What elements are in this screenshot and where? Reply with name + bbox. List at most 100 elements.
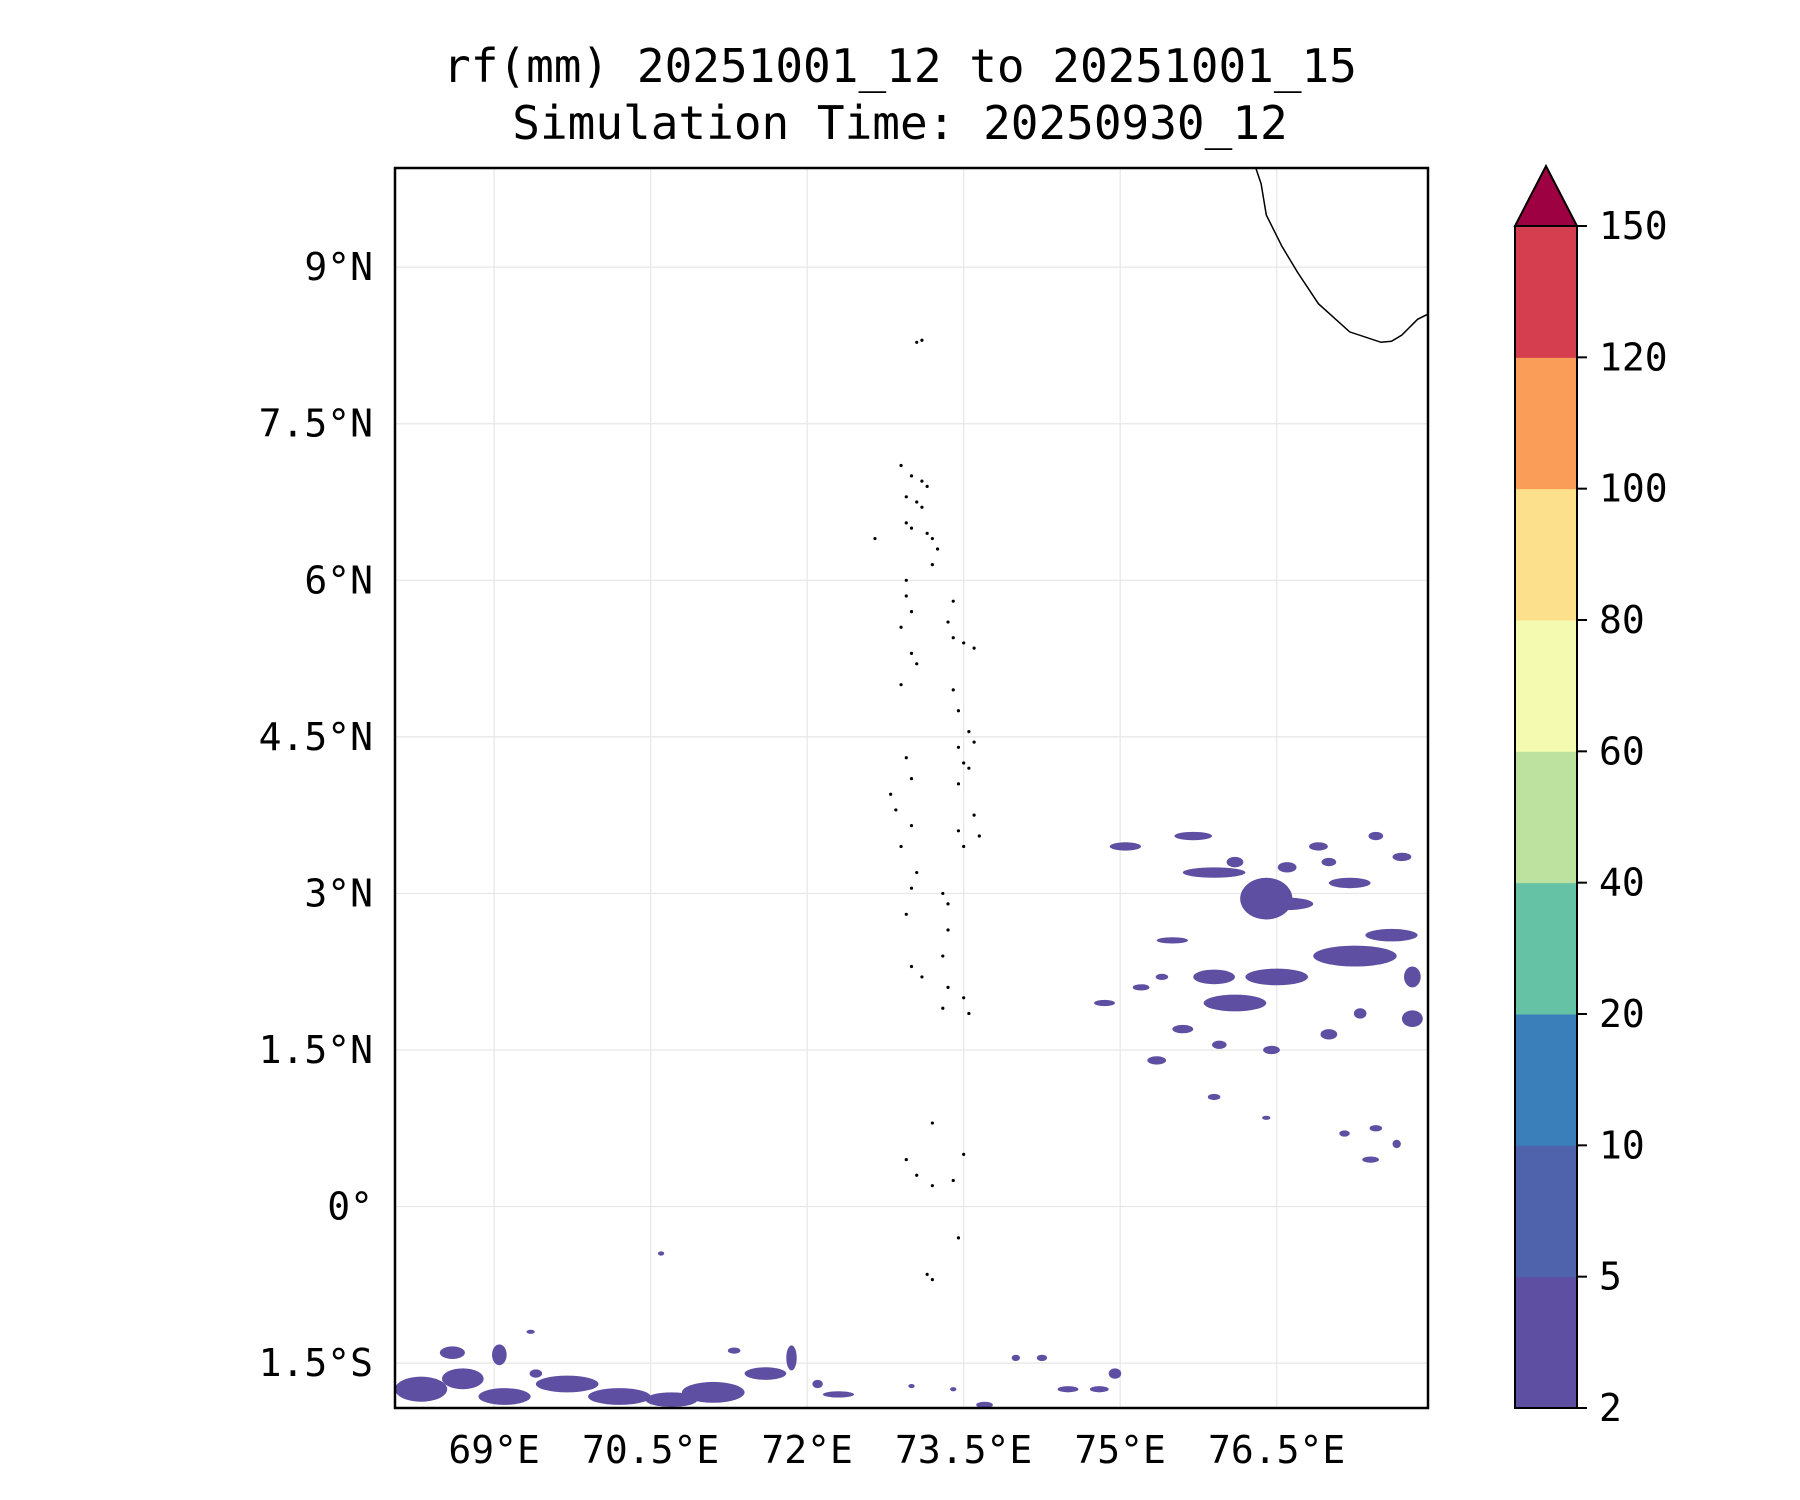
island-dot bbox=[915, 500, 919, 504]
y-tick-label: 0° bbox=[327, 1185, 373, 1229]
y-axis-ticks: 9°N 7.5°N 6°N 4.5°N 3°N 1.5°N 0° 1.5°S bbox=[259, 245, 373, 1385]
x-tick-label: 75°E bbox=[1074, 1428, 1166, 1472]
island-dot bbox=[873, 536, 877, 541]
rain-patch bbox=[1392, 1139, 1401, 1149]
rain-patch bbox=[1263, 1045, 1280, 1055]
rain-patch bbox=[1156, 937, 1189, 944]
island-dot bbox=[920, 975, 924, 979]
colorbar-label: 40 bbox=[1599, 861, 1645, 905]
island-dot bbox=[909, 823, 914, 828]
island-dot bbox=[904, 521, 908, 525]
rain-patch bbox=[1362, 1156, 1379, 1163]
rain-patch bbox=[1036, 1354, 1048, 1362]
rain-patch bbox=[1368, 831, 1384, 841]
island-dot bbox=[972, 813, 976, 817]
rain-patch bbox=[786, 1345, 797, 1371]
rain-patch bbox=[526, 1329, 535, 1334]
rain-patch bbox=[681, 1381, 745, 1403]
colorbar-segment bbox=[1515, 357, 1577, 490]
rain-patch bbox=[1132, 984, 1150, 991]
rain-patch bbox=[1109, 842, 1142, 851]
colorbar-label: 60 bbox=[1599, 729, 1645, 773]
colorbar-segment bbox=[1515, 620, 1577, 752]
rain-patch bbox=[395, 1376, 448, 1402]
colorbar-segment bbox=[1515, 882, 1577, 1015]
island-dot bbox=[951, 688, 955, 692]
rain-patch bbox=[1108, 1368, 1122, 1379]
island-dot bbox=[915, 1173, 919, 1177]
rain-patch bbox=[950, 1387, 957, 1392]
rain-patch bbox=[1404, 966, 1421, 988]
x-tick-label: 72°E bbox=[761, 1428, 853, 1472]
island-dot bbox=[956, 1236, 961, 1240]
x-tick-label: 76.5°E bbox=[1208, 1428, 1345, 1472]
island-dot bbox=[899, 463, 903, 468]
island-dot bbox=[909, 777, 914, 781]
colorbar-segment bbox=[1515, 1276, 1577, 1409]
island-dot bbox=[909, 964, 914, 969]
island-dot bbox=[925, 1272, 929, 1276]
rain-patch bbox=[492, 1344, 507, 1366]
x-tick-label: 70.5°E bbox=[582, 1428, 719, 1472]
island-dot bbox=[941, 954, 945, 958]
rain-patch bbox=[1313, 945, 1397, 967]
y-tick-label: 1.5°S bbox=[259, 1341, 373, 1385]
island-dot bbox=[977, 834, 981, 838]
rain-patch bbox=[1353, 1008, 1367, 1019]
island-dot bbox=[956, 782, 961, 786]
rain-patch bbox=[1011, 1354, 1021, 1362]
rain-patch bbox=[1172, 1024, 1194, 1034]
rain-patch bbox=[1094, 999, 1115, 1007]
colorbar-label: 120 bbox=[1599, 335, 1668, 379]
island-dot bbox=[956, 709, 961, 713]
island-dot bbox=[956, 829, 961, 833]
island-dot bbox=[967, 766, 971, 770]
colorbar-label: 80 bbox=[1599, 598, 1645, 642]
y-tick-label: 6°N bbox=[304, 558, 373, 602]
island-dot bbox=[909, 526, 914, 530]
island-dot bbox=[972, 740, 976, 744]
island-dot bbox=[935, 547, 940, 551]
rain-patch bbox=[1193, 969, 1235, 985]
island-dot bbox=[909, 651, 914, 655]
x-axis-ticks: 69°E 70.5°E 72°E 73.5°E 75°E 76.5°E bbox=[448, 1428, 1345, 1472]
island-dot bbox=[972, 646, 976, 650]
colorbar-segment bbox=[1515, 751, 1577, 884]
island-dot bbox=[930, 536, 934, 541]
rain-patch bbox=[1245, 968, 1309, 986]
rain-patch bbox=[441, 1368, 484, 1390]
colorbar-segment bbox=[1515, 1014, 1577, 1146]
x-tick-label: 73.5°E bbox=[895, 1428, 1032, 1472]
rain-patch bbox=[1339, 1130, 1350, 1137]
island-dot bbox=[904, 495, 908, 499]
island-dot bbox=[946, 985, 950, 989]
island-dot bbox=[951, 599, 955, 603]
island-dot bbox=[894, 808, 898, 812]
rain-patch bbox=[588, 1388, 651, 1405]
colorbar-segment bbox=[1515, 488, 1577, 621]
y-tick-label: 7.5°N bbox=[259, 402, 373, 446]
island-dot bbox=[915, 870, 919, 875]
island-dot bbox=[951, 636, 955, 640]
island-dot bbox=[941, 1006, 945, 1010]
island-dot bbox=[930, 1121, 934, 1125]
rain-patch bbox=[529, 1369, 543, 1378]
rain-patch bbox=[1203, 994, 1267, 1012]
colorbar-label: 150 bbox=[1599, 204, 1668, 248]
rain-patch bbox=[1147, 1056, 1167, 1065]
y-tick-label: 1.5°N bbox=[259, 1028, 373, 1072]
rain-patch bbox=[1309, 842, 1328, 851]
colorbar: 2 5 10 20 40 60 80 100 120 150 bbox=[1513, 163, 1668, 1430]
coastlines bbox=[873, 168, 1428, 1282]
rain-patch bbox=[1321, 857, 1337, 867]
colorbar-label: 2 bbox=[1599, 1386, 1622, 1430]
island-dot bbox=[951, 1178, 955, 1183]
island-dot bbox=[946, 928, 950, 932]
rain-patch bbox=[1262, 1115, 1271, 1120]
rain-patch bbox=[439, 1346, 465, 1359]
island-dot bbox=[925, 484, 929, 488]
map-frame bbox=[393, 166, 1430, 1410]
colorbar-segment bbox=[1515, 226, 1577, 358]
island-dot bbox=[962, 761, 966, 765]
rain-patch bbox=[1401, 1010, 1423, 1028]
